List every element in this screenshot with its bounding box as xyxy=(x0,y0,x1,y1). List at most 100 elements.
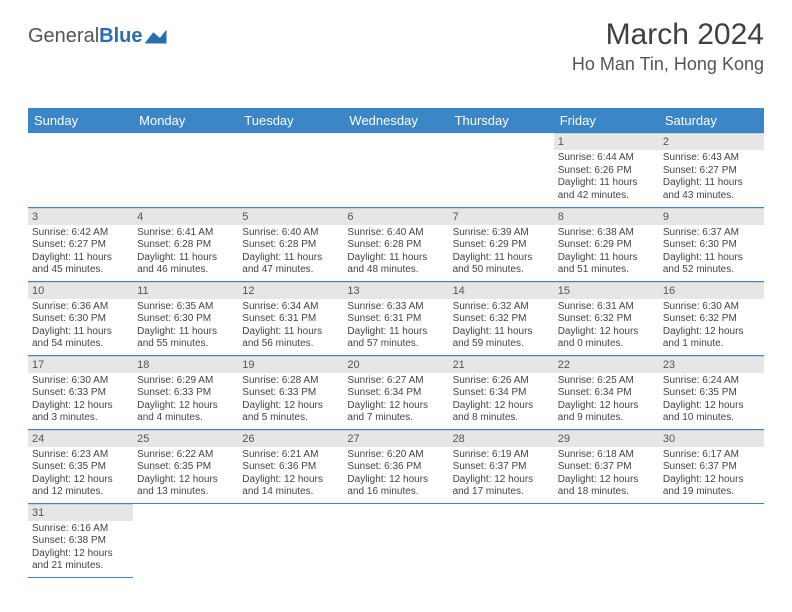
day-cell-12: 12Sunrise: 6:34 AMSunset: 6:31 PMDayligh… xyxy=(238,281,343,355)
sunrise-text: Sunrise: 6:36 AM xyxy=(32,301,129,314)
sunrise-text: Sunrise: 6:30 AM xyxy=(663,301,760,314)
day-content: Sunrise: 6:37 AMSunset: 6:30 PMDaylight:… xyxy=(659,225,764,281)
day-cell-18: 18Sunrise: 6:29 AMSunset: 6:33 PMDayligh… xyxy=(133,355,238,429)
day-cell-5: 5Sunrise: 6:40 AMSunset: 6:28 PMDaylight… xyxy=(238,207,343,281)
day-cell-27: 27Sunrise: 6:20 AMSunset: 6:36 PMDayligh… xyxy=(343,429,448,503)
sunrise-text: Sunrise: 6:28 AM xyxy=(242,375,339,388)
header-right: March 2024 Ho Man Tin, Hong Kong xyxy=(572,18,764,75)
daylight-text: Daylight: 12 hours and 12 minutes. xyxy=(32,474,129,499)
day-content: Sunrise: 6:26 AMSunset: 6:34 PMDaylight:… xyxy=(449,373,554,429)
day-number: 5 xyxy=(238,208,343,225)
day-number: 6 xyxy=(343,208,448,225)
day-cell-3: 3Sunrise: 6:42 AMSunset: 6:27 PMDaylight… xyxy=(28,207,133,281)
daylight-text: Daylight: 11 hours and 48 minutes. xyxy=(347,252,444,277)
day-cell-24: 24Sunrise: 6:23 AMSunset: 6:35 PMDayligh… xyxy=(28,429,133,503)
day-number: 10 xyxy=(28,282,133,299)
sunset-text: Sunset: 6:38 PM xyxy=(32,535,129,548)
day-cell-6: 6Sunrise: 6:40 AMSunset: 6:28 PMDaylight… xyxy=(343,207,448,281)
day-content: Sunrise: 6:17 AMSunset: 6:37 PMDaylight:… xyxy=(659,447,764,503)
day-content: Sunrise: 6:25 AMSunset: 6:34 PMDaylight:… xyxy=(554,373,659,429)
sunset-text: Sunset: 6:27 PM xyxy=(32,239,129,252)
sunrise-text: Sunrise: 6:24 AM xyxy=(663,375,760,388)
sunset-text: Sunset: 6:32 PM xyxy=(453,313,550,326)
day-cell-empty xyxy=(659,503,764,577)
sunrise-text: Sunrise: 6:19 AM xyxy=(453,449,550,462)
day-number: 4 xyxy=(133,208,238,225)
daylight-text: Daylight: 11 hours and 45 minutes. xyxy=(32,252,129,277)
day-cell-empty xyxy=(554,503,659,577)
sunset-text: Sunset: 6:31 PM xyxy=(242,313,339,326)
sunset-text: Sunset: 6:33 PM xyxy=(32,387,129,400)
daylight-text: Daylight: 12 hours and 4 minutes. xyxy=(137,400,234,425)
day-cell-8: 8Sunrise: 6:38 AMSunset: 6:29 PMDaylight… xyxy=(554,207,659,281)
sunset-text: Sunset: 6:29 PM xyxy=(558,239,655,252)
daylight-text: Daylight: 11 hours and 51 minutes. xyxy=(558,252,655,277)
day-cell-25: 25Sunrise: 6:22 AMSunset: 6:35 PMDayligh… xyxy=(133,429,238,503)
day-content: Sunrise: 6:30 AMSunset: 6:33 PMDaylight:… xyxy=(28,373,133,429)
calendar-row: 24Sunrise: 6:23 AMSunset: 6:35 PMDayligh… xyxy=(28,429,764,503)
day-number: 21 xyxy=(449,356,554,373)
sunrise-text: Sunrise: 6:32 AM xyxy=(453,301,550,314)
sunset-text: Sunset: 6:34 PM xyxy=(347,387,444,400)
daylight-text: Daylight: 12 hours and 13 minutes. xyxy=(137,474,234,499)
day-number: 19 xyxy=(238,356,343,373)
daylight-text: Daylight: 11 hours and 50 minutes. xyxy=(453,252,550,277)
day-content: Sunrise: 6:41 AMSunset: 6:28 PMDaylight:… xyxy=(133,225,238,281)
day-cell-14: 14Sunrise: 6:32 AMSunset: 6:32 PMDayligh… xyxy=(449,281,554,355)
day-cell-empty xyxy=(449,133,554,207)
day-number: 8 xyxy=(554,208,659,225)
sunset-text: Sunset: 6:28 PM xyxy=(347,239,444,252)
day-content: Sunrise: 6:34 AMSunset: 6:31 PMDaylight:… xyxy=(238,299,343,355)
sunset-text: Sunset: 6:27 PM xyxy=(663,165,760,178)
day-content: Sunrise: 6:39 AMSunset: 6:29 PMDaylight:… xyxy=(449,225,554,281)
daylight-text: Daylight: 11 hours and 43 minutes. xyxy=(663,177,760,202)
day-content: Sunrise: 6:33 AMSunset: 6:31 PMDaylight:… xyxy=(343,299,448,355)
sunrise-text: Sunrise: 6:44 AM xyxy=(558,152,655,165)
weekday-tuesday: Tuesday xyxy=(238,108,343,133)
sunrise-text: Sunrise: 6:40 AM xyxy=(242,227,339,240)
sunset-text: Sunset: 6:37 PM xyxy=(558,461,655,474)
day-content: Sunrise: 6:29 AMSunset: 6:33 PMDaylight:… xyxy=(133,373,238,429)
day-number: 2 xyxy=(659,133,764,150)
day-cell-1: 1Sunrise: 6:44 AMSunset: 6:26 PMDaylight… xyxy=(554,133,659,207)
day-content: Sunrise: 6:40 AMSunset: 6:28 PMDaylight:… xyxy=(238,225,343,281)
daylight-text: Daylight: 12 hours and 21 minutes. xyxy=(32,548,129,573)
weekday-monday: Monday xyxy=(133,108,238,133)
sunset-text: Sunset: 6:32 PM xyxy=(663,313,760,326)
sunrise-text: Sunrise: 6:21 AM xyxy=(242,449,339,462)
sunset-text: Sunset: 6:30 PM xyxy=(663,239,760,252)
day-cell-4: 4Sunrise: 6:41 AMSunset: 6:28 PMDaylight… xyxy=(133,207,238,281)
day-content: Sunrise: 6:28 AMSunset: 6:33 PMDaylight:… xyxy=(238,373,343,429)
calendar-body: 1Sunrise: 6:44 AMSunset: 6:26 PMDaylight… xyxy=(28,133,764,577)
day-cell-empty xyxy=(133,503,238,577)
day-cell-empty xyxy=(133,133,238,207)
sunset-text: Sunset: 6:33 PM xyxy=(137,387,234,400)
day-cell-23: 23Sunrise: 6:24 AMSunset: 6:35 PMDayligh… xyxy=(659,355,764,429)
sunrise-text: Sunrise: 6:29 AM xyxy=(137,375,234,388)
daylight-text: Daylight: 12 hours and 7 minutes. xyxy=(347,400,444,425)
sunset-text: Sunset: 6:29 PM xyxy=(453,239,550,252)
day-number: 1 xyxy=(554,133,659,150)
sunset-text: Sunset: 6:37 PM xyxy=(663,461,760,474)
sunset-text: Sunset: 6:31 PM xyxy=(347,313,444,326)
sunset-text: Sunset: 6:32 PM xyxy=(558,313,655,326)
weekday-wednesday: Wednesday xyxy=(343,108,448,133)
daylight-text: Daylight: 12 hours and 17 minutes. xyxy=(453,474,550,499)
page-title: March 2024 xyxy=(572,18,764,52)
location-subtitle: Ho Man Tin, Hong Kong xyxy=(572,54,764,75)
daylight-text: Daylight: 12 hours and 3 minutes. xyxy=(32,400,129,425)
day-number: 18 xyxy=(133,356,238,373)
day-number: 14 xyxy=(449,282,554,299)
day-number: 26 xyxy=(238,430,343,447)
weekday-sunday: Sunday xyxy=(28,108,133,133)
logo-text-1: General xyxy=(28,25,99,48)
daylight-text: Daylight: 11 hours and 46 minutes. xyxy=(137,252,234,277)
day-content: Sunrise: 6:21 AMSunset: 6:36 PMDaylight:… xyxy=(238,447,343,503)
day-number: 9 xyxy=(659,208,764,225)
day-cell-empty xyxy=(343,133,448,207)
day-cell-29: 29Sunrise: 6:18 AMSunset: 6:37 PMDayligh… xyxy=(554,429,659,503)
day-number: 27 xyxy=(343,430,448,447)
day-cell-31: 31Sunrise: 6:16 AMSunset: 6:38 PMDayligh… xyxy=(28,503,133,577)
daylight-text: Daylight: 12 hours and 14 minutes. xyxy=(242,474,339,499)
day-content: Sunrise: 6:20 AMSunset: 6:36 PMDaylight:… xyxy=(343,447,448,503)
